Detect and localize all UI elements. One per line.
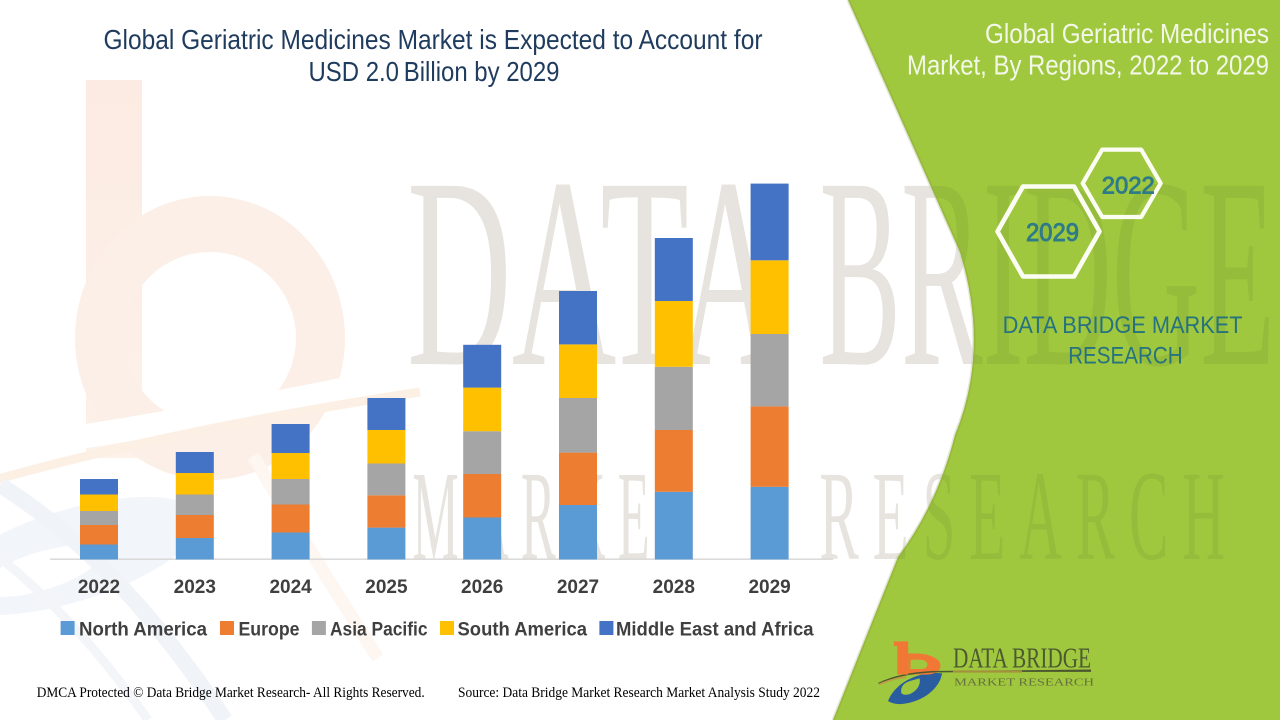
svg-text:MARKET RESEARCH: MARKET RESEARCH [954,678,1094,689]
svg-text:2022: 2022 [1102,173,1155,200]
svg-text:2024: 2024 [269,577,312,598]
svg-text:DATA BRIDGE MARKET: DATA BRIDGE MARKET [1003,312,1243,339]
svg-text:Asia Pacific: Asia Pacific [330,620,428,641]
svg-text:Middle East and Africa: Middle East and Africa [616,620,814,641]
svg-text:Source: Data Bridge Market Res: Source: Data Bridge Market Research Mark… [458,685,820,701]
svg-text:North America: North America [79,620,207,641]
svg-text:South America: South America [458,620,588,641]
svg-text:2029: 2029 [748,577,790,598]
svg-text:2027: 2027 [557,577,599,598]
svg-text:2022: 2022 [78,577,120,598]
svg-text:2029: 2029 [1026,219,1079,247]
svg-text:RESEARCH: RESEARCH [1068,343,1182,370]
svg-text:MARKET: MARKET [412,445,706,587]
svg-text:USD 2.0 Billion by 2029: USD 2.0 Billion by 2029 [309,56,560,87]
svg-text:Market, By Regions, 2022 to 20: Market, By Regions, 2022 to 2029 [907,50,1269,81]
svg-text:DATA BRIDGE: DATA BRIDGE [953,644,1091,675]
svg-text:2028: 2028 [653,577,695,598]
svg-text:2026: 2026 [461,577,503,598]
svg-text:2025: 2025 [365,577,408,598]
svg-text:DMCA Protected © Data Bridge M: DMCA Protected © Data Bridge Market Rese… [37,685,425,701]
svg-text:Global Geriatric Medicines Mar: Global Geriatric Medicines Market is Exp… [104,24,763,55]
svg-text:Europe: Europe [239,620,300,641]
svg-text:Global Geriatric Medicines: Global Geriatric Medicines [985,18,1269,49]
svg-text:2023: 2023 [174,577,216,598]
